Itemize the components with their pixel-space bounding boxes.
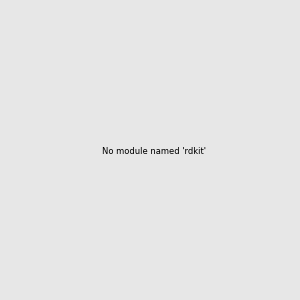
Text: No module named 'rdkit': No module named 'rdkit' [102,147,206,156]
